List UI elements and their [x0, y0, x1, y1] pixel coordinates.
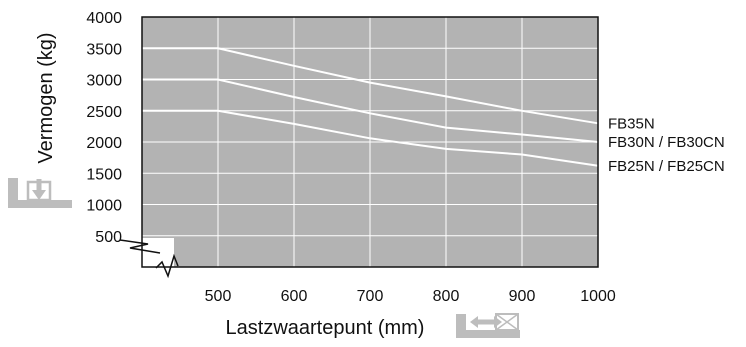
- y-tick-label: 500: [95, 229, 122, 246]
- y-tick-label: 3000: [86, 73, 122, 90]
- series-line: [142, 78, 599, 143]
- series-label: FB25N / FB25CN: [608, 158, 725, 175]
- y-axis-title: Vermogen (kg): [35, 32, 57, 163]
- y-tick-label: 2000: [86, 135, 122, 152]
- x-tick-label: 500: [205, 288, 232, 305]
- x-tick-label: 900: [509, 288, 536, 305]
- series-label: FB35N: [608, 115, 655, 132]
- series-labels: FB35N FB30N / FB30CN FB25N / FB25CN: [608, 115, 725, 175]
- x-tick-label: 1000: [580, 288, 616, 305]
- x-axis-title: Lastzwaartepunt (mm): [226, 317, 425, 339]
- x-tick-label: 800: [433, 288, 460, 305]
- axis-break-x: [155, 253, 179, 279]
- series-line: [142, 47, 599, 125]
- series-line: [142, 109, 599, 167]
- x-tick-label: 700: [357, 288, 384, 305]
- y-tick-label: 4000: [86, 10, 122, 27]
- y-tick-label: 2500: [86, 104, 122, 121]
- load-center-icon: [456, 313, 520, 338]
- series-label: FB30N / FB30CN: [608, 134, 725, 151]
- y-tick-label: 3500: [86, 41, 122, 58]
- y-tick-label: 1500: [86, 166, 122, 183]
- plot-frame: [141, 16, 599, 268]
- axis-break: [116, 238, 179, 279]
- x-tick-labels: 500 600 700 800 900 1000: [205, 288, 616, 305]
- y-tick-labels: 500 1000 1500 2000 2500 3000 3500 4000: [86, 10, 122, 246]
- axis-break-mask: [116, 238, 174, 270]
- load-down-icon: [8, 178, 72, 208]
- series-lines: [142, 47, 599, 167]
- y-tick-label: 1000: [86, 198, 122, 215]
- axis-break-y: [119, 239, 161, 254]
- x-tick-label: 600: [281, 288, 308, 305]
